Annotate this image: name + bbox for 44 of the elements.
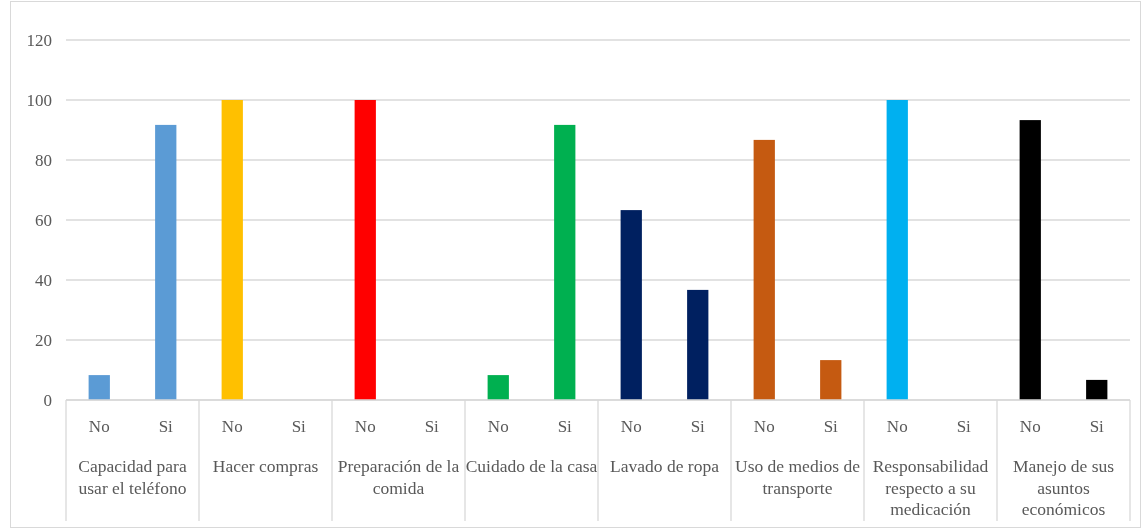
x-tick-label: Si — [158, 417, 174, 436]
x-tick-label: Si — [690, 417, 706, 436]
y-tick-label: 100 — [26, 90, 52, 110]
y-tick-label: 80 — [35, 150, 52, 170]
bar — [1086, 379, 1108, 400]
x-tick-label: Si — [956, 417, 972, 436]
bar — [753, 139, 775, 400]
text: Cuidado de la casa — [465, 456, 598, 476]
text: Manejo de sus asuntos económicos — [1012, 456, 1115, 519]
x-tick-label: No — [620, 417, 642, 436]
text: Capacidad para usar el teléfono — [78, 456, 187, 498]
x-tick-label: Si — [1089, 417, 1105, 436]
bar — [354, 100, 376, 400]
text: Hacer compras — [212, 456, 319, 476]
bar — [886, 100, 908, 400]
bar — [554, 124, 576, 400]
x-tick-label: Si — [557, 417, 573, 436]
x-tick-label: No — [354, 417, 376, 436]
x-tick-label: Si — [291, 417, 307, 436]
x-tick-label: Si — [823, 417, 839, 436]
x-tick-label: No — [886, 417, 908, 436]
x-tick-label: No — [753, 417, 775, 436]
bar — [820, 360, 842, 400]
y-tick-label: 40 — [35, 270, 52, 290]
bar — [1019, 120, 1041, 400]
bar — [687, 289, 709, 400]
bar — [155, 124, 177, 400]
y-tick-label: 20 — [35, 330, 52, 350]
y-tick-label: 0 — [43, 390, 52, 410]
text: Responsabilidad respecto a su medicación — [872, 456, 989, 519]
x-tick-label: Si — [424, 417, 440, 436]
y-tick-label: 60 — [35, 210, 52, 230]
x-tick-label: No — [221, 417, 243, 436]
x-tick-label: No — [487, 417, 509, 436]
bar — [620, 210, 642, 400]
y-tick-label: 120 — [26, 30, 52, 50]
x-tick-label: No — [1019, 417, 1041, 436]
bar — [88, 375, 110, 400]
text: Uso de medios de transporte — [735, 456, 861, 498]
x-tick-label: No — [88, 417, 110, 436]
text: Preparación de la comida — [337, 456, 460, 498]
bar — [221, 100, 243, 400]
bar — [487, 375, 509, 400]
text: Lavado de ropa — [610, 456, 720, 476]
